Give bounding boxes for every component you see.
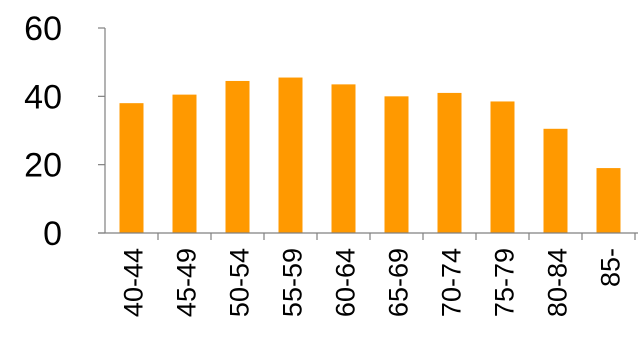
bar-65-69	[384, 96, 409, 233]
y-axis: 0 20 40 60	[24, 10, 106, 253]
x-tick-label: 85-	[596, 248, 626, 287]
x-tick-label: 60-64	[331, 248, 361, 317]
bar-40-44	[119, 103, 144, 234]
bar-75-79	[490, 101, 515, 233]
x-tick-label: 55-59	[278, 248, 308, 317]
y-tick-label: 40	[24, 78, 62, 116]
bar-55-59	[278, 77, 303, 234]
x-tick-label: 45-49	[172, 248, 202, 317]
x-axis: 40-44 45-49 50-54 55-59 60-64 65-69 70-74 75-79…	[98, 232, 638, 317]
bar-60-64	[331, 84, 356, 233]
x-tick-label: 70-74	[437, 248, 467, 317]
bar-80-84	[543, 128, 568, 233]
x-tick-label: 50-54	[225, 248, 255, 317]
bar-50-54	[225, 80, 250, 233]
x-tick-label: 40-44	[119, 248, 149, 317]
bar-45-49	[172, 94, 197, 233]
y-tick-label: 0	[43, 215, 62, 253]
y-tick-label: 20	[24, 147, 62, 185]
x-tick-label: 80-84	[543, 248, 573, 317]
x-tick-label: 75-79	[490, 248, 520, 317]
bar-85-	[596, 168, 621, 233]
bars	[119, 77, 621, 234]
bar-70-74	[437, 92, 462, 234]
y-tick-label: 60	[24, 10, 62, 48]
x-tick-label: 65-69	[384, 248, 414, 317]
